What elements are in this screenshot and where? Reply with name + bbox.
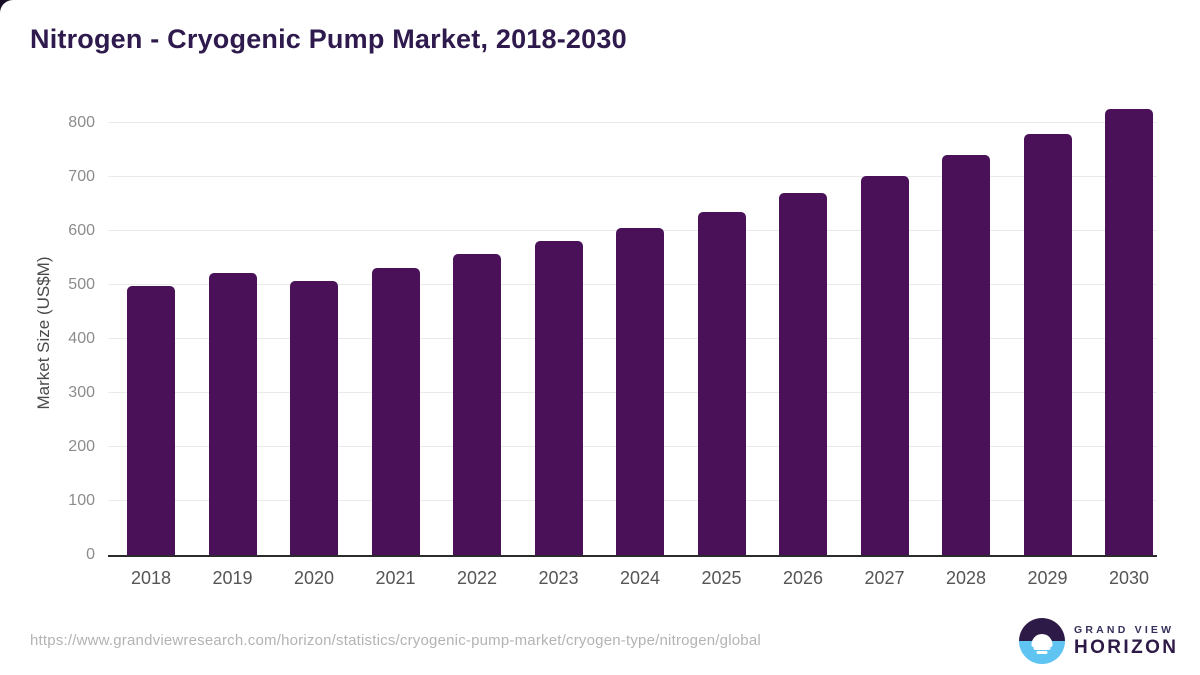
bar-group-2030: 2030 — [1105, 109, 1153, 588]
y-axis-tick-label-100: 100 — [68, 492, 95, 509]
bar-2025[interactable] — [697, 212, 746, 555]
y-axis-tick-label-500: 500 — [68, 276, 95, 293]
bar-group-2019: 2019 — [208, 109, 257, 588]
x-axis-tick-label-2029: 2029 — [1027, 568, 1068, 588]
gridline-800 — [108, 122, 1157, 123]
x-axis-tick-label-2020: 2020 — [293, 568, 335, 588]
x-axis-tick-label-2026: 2026 — [782, 568, 824, 588]
x-axis-tick-label-2018: 2018 — [130, 568, 172, 588]
bar-2030[interactable] — [1105, 109, 1153, 555]
corner-artifact — [0, 0, 13, 13]
bars-row: 2018 2019 2020 2021 2022 2023 2024 2025 2026 2027… — [108, 109, 1157, 588]
y-axis-tick-label-0: 0 — [86, 546, 95, 563]
bar-2024[interactable] — [616, 228, 664, 555]
horizon-sun-icon — [1019, 618, 1065, 664]
bar-2027[interactable] — [860, 176, 909, 555]
x-axis-tick-label-2019: 2019 — [212, 568, 253, 588]
y-axis-tick-label-400: 400 — [68, 330, 95, 347]
bar-2018[interactable] — [127, 286, 175, 555]
horizon-icon-sun — [1031, 633, 1053, 647]
horizon-icon-reflection-1 — [1033, 646, 1051, 650]
bar-group-2020: 2020 — [290, 109, 338, 588]
x-axis-tick-label-2022: 2022 — [456, 568, 498, 588]
bar-group-2022: 2022 — [453, 109, 501, 588]
bar-group-2028: 2028 — [942, 109, 990, 588]
x-axis-tick-label-2030: 2030 — [1108, 568, 1150, 588]
logo-text: GRAND VIEW HORIZON — [1074, 624, 1178, 659]
bar-2022[interactable] — [453, 254, 501, 555]
bar-2029[interactable] — [1023, 134, 1072, 555]
y-axis-title: Market Size (US$M) — [34, 256, 53, 410]
bar-2026[interactable] — [779, 193, 827, 555]
x-axis-tick-label-2028: 2028 — [945, 568, 987, 588]
bar-2021[interactable] — [371, 268, 420, 555]
y-axis-tick-label-600: 600 — [68, 222, 95, 239]
bar-2023[interactable] — [534, 241, 583, 555]
bar-2020[interactable] — [290, 281, 338, 555]
horizon-icon-sky — [1019, 618, 1065, 641]
x-axis-tick-label-2021: 2021 — [375, 568, 416, 588]
gridline-700 — [108, 176, 1157, 177]
bar-group-2029: 2029 — [1023, 109, 1072, 588]
x-axis-tick-label-2027: 2027 — [864, 568, 905, 588]
logo-brand-name: GRAND VIEW — [1074, 623, 1175, 636]
source-url: https://www.grandviewresearch.com/horizo… — [30, 632, 761, 649]
chart-title: Nitrogen - Cryogenic Pump Market, 2018-2… — [30, 24, 627, 54]
bar-group-2025: 2025 — [697, 109, 746, 588]
horizon-icon-reflection-2 — [1036, 650, 1048, 655]
logo-product-name: HORIZON — [1074, 636, 1179, 658]
bar-group-2027: 2027 — [860, 109, 909, 588]
y-axis-tick-label-800: 800 — [68, 114, 95, 131]
y-axis-tick-label-300: 300 — [68, 384, 95, 401]
bar-group-2021: 2021 — [371, 109, 420, 588]
bar-group-2024: 2024 — [616, 109, 664, 588]
y-axis-tick-label-200: 200 — [68, 438, 95, 455]
plot-area: 2018 2019 2020 2021 2022 2023 2024 2025 2026 2027… — [68, 109, 1157, 588]
bar-2019[interactable] — [208, 273, 257, 555]
x-axis-tick-label-2024: 2024 — [619, 568, 661, 588]
grand-view-horizon-logo: GRAND VIEW HORIZON — [1019, 618, 1178, 664]
x-axis-tick-label-2023: 2023 — [538, 568, 579, 588]
bar-group-2026: 2026 — [779, 109, 827, 588]
bar-group-2018: 2018 — [127, 109, 175, 588]
y-axis-tick-label-700: 700 — [68, 168, 95, 185]
x-axis-tick-label-2025: 2025 — [701, 568, 742, 588]
bar-2028[interactable] — [942, 155, 990, 555]
bar-group-2023: 2023 — [534, 109, 583, 588]
